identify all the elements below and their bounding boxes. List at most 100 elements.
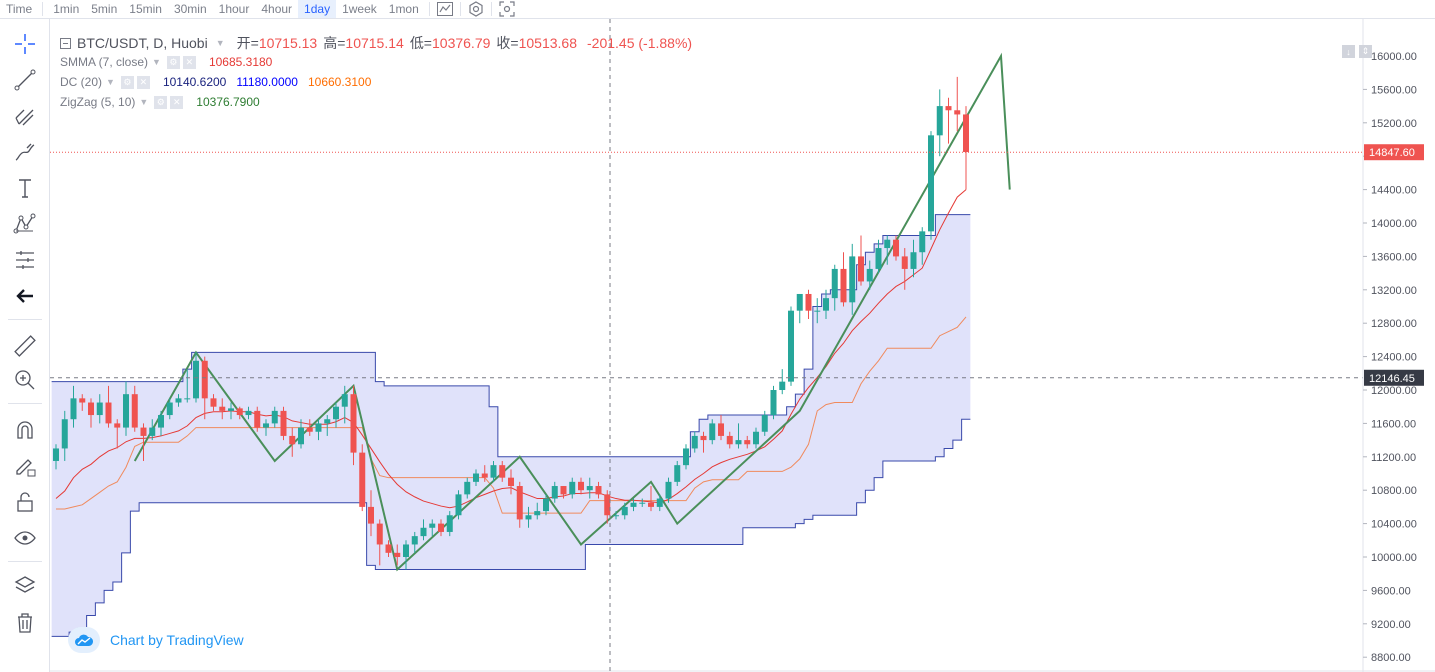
indicator-name[interactable]: SMMA (7, close)	[60, 55, 149, 69]
price-label: 14000.00	[1371, 218, 1417, 230]
watermark-text[interactable]: Chart by TradingView	[110, 632, 244, 648]
settings-icon[interactable]	[465, 0, 487, 18]
timeframe-15min[interactable]: 15min	[129, 2, 162, 16]
price-label: 12800.00	[1371, 318, 1417, 330]
brush-icon[interactable]	[10, 137, 40, 167]
candle-body	[228, 408, 234, 411]
candle-body	[945, 106, 952, 111]
candle-body	[166, 402, 173, 416]
pitchfork-icon[interactable]	[10, 101, 40, 131]
price-label: 15200.00	[1371, 118, 1417, 130]
toolbar-divider	[42, 2, 44, 16]
indicator-value: 10140.6200	[162, 75, 227, 89]
candle-body	[481, 473, 488, 478]
chart-overlays	[50, 19, 1363, 672]
lock-icon[interactable]	[10, 487, 40, 517]
high-label: 高=	[323, 35, 346, 51]
timeframe-4hour[interactable]: 4hour	[261, 2, 293, 16]
timeframe-1week[interactable]: 1week	[342, 2, 377, 16]
maximize-icon[interactable]: ⇕	[1359, 45, 1372, 58]
candle-body	[928, 135, 934, 232]
candle-body	[665, 481, 672, 499]
chevron-down-icon[interactable]: ▼	[139, 97, 149, 107]
price-chart[interactable]: 16000.0015600.0015200.0014800.0014400.00…	[50, 19, 1435, 672]
candle-body	[350, 394, 357, 453]
chevron-down-icon[interactable]: ▼	[215, 38, 225, 48]
close-value: 10513.68	[518, 35, 577, 51]
timeframe-30min[interactable]: 30min	[173, 2, 207, 16]
candle-body	[823, 298, 829, 311]
pattern-icon[interactable]	[10, 209, 40, 239]
chevron-down-icon[interactable]: ▼	[106, 77, 115, 87]
zoom-in-icon[interactable]	[10, 365, 40, 395]
crosshair-icon[interactable]	[10, 29, 40, 59]
indicator-name[interactable]: ZigZag (5, 10)	[60, 95, 136, 109]
back-arrow-icon[interactable]	[10, 281, 40, 311]
chart-type-icon[interactable]	[434, 0, 456, 18]
indicator-value: 10376.7900	[196, 95, 260, 109]
candle-body	[919, 231, 926, 253]
close-icon[interactable]: ✕	[182, 55, 196, 69]
symbol-row: BTC/USDT, D, Huobi ▼ 开= 10715.13 高= 1071…	[60, 34, 698, 52]
candle-body	[508, 477, 514, 487]
candle-body	[280, 410, 287, 436]
gear-icon[interactable]: ⚙	[166, 55, 180, 69]
timeframe-1mon[interactable]: 1mon	[388, 2, 419, 16]
price-label: 12400.00	[1371, 352, 1417, 364]
price-label: 14400.00	[1371, 185, 1417, 197]
timeframe-1hour[interactable]: 1hour	[218, 2, 250, 16]
candle-body	[149, 427, 156, 436]
candle-body	[464, 481, 471, 495]
indicator-value: 11180.0000	[236, 75, 298, 89]
price-axis[interactable]: 16000.0015600.0015200.0014800.0014400.00…	[1362, 19, 1424, 672]
screenshot-icon[interactable]	[496, 0, 518, 18]
lock-drawing-icon[interactable]	[10, 451, 40, 481]
indicator-row-dc: DC (20) ▼ ⚙ ✕ 10140.6200 11180.0000 1066…	[60, 72, 698, 92]
timeframe-5min[interactable]: 5min	[91, 2, 118, 16]
cloud-icon	[68, 627, 100, 653]
eye-icon[interactable]	[10, 523, 40, 553]
tradingview-watermark[interactable]: Chart by TradingView	[68, 627, 244, 653]
candle-body	[105, 402, 112, 424]
magnet-icon[interactable]	[10, 415, 40, 445]
zigzag-line	[133, 52, 1011, 572]
chart-legend: BTC/USDT, D, Huobi ▼ 开= 10715.13 高= 1071…	[60, 34, 698, 112]
move-down-icon[interactable]: ↓	[1342, 45, 1355, 58]
candle-body	[516, 486, 523, 520]
candle-body	[849, 256, 856, 303]
candle-body	[201, 360, 208, 399]
timeframe-1day[interactable]: 1day	[298, 0, 337, 18]
candle-body	[718, 423, 724, 436]
timeframe-time[interactable]: Time	[6, 2, 33, 16]
collapse-icon[interactable]	[60, 37, 71, 49]
gear-icon[interactable]: ⚙	[154, 95, 168, 109]
ruler-icon[interactable]	[10, 331, 40, 361]
price-label: 9600.00	[1371, 585, 1411, 597]
candle-body	[875, 248, 882, 269]
layers-icon[interactable]	[10, 571, 40, 601]
close-icon[interactable]: ✕	[170, 95, 184, 109]
chevron-down-icon[interactable]: ▼	[152, 57, 161, 67]
candle-body	[630, 502, 637, 507]
candle-body	[569, 481, 576, 495]
candle-body	[884, 239, 891, 249]
indicator-name[interactable]: DC (20)	[60, 75, 103, 89]
change-value: -201.45 (-1.88%)	[587, 35, 693, 51]
text-icon[interactable]	[10, 173, 40, 203]
timeframe-1min[interactable]: 1min	[53, 2, 80, 16]
symbol-title[interactable]: BTC/USDT, D, Huobi	[77, 35, 208, 51]
prediction-icon[interactable]	[10, 245, 40, 275]
trash-icon[interactable]	[10, 608, 40, 638]
close-icon[interactable]: ✕	[136, 75, 150, 89]
candle-body	[184, 398, 191, 400]
candle-body	[88, 402, 94, 416]
close-label: 收=	[496, 35, 519, 51]
gear-icon[interactable]: ⚙	[120, 75, 134, 89]
candle-body	[298, 427, 304, 445]
candle-body	[788, 310, 794, 382]
candle-body	[315, 423, 322, 432]
candle-body	[814, 310, 821, 312]
trendline-icon[interactable]	[10, 65, 40, 95]
candle-body	[910, 252, 917, 269]
candle-body	[53, 448, 59, 461]
